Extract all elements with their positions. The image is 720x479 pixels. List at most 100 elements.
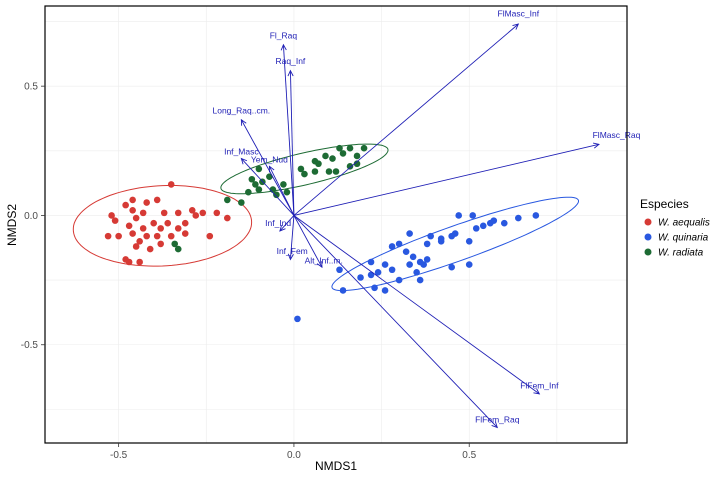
- data-point: [301, 170, 308, 178]
- data-point: [388, 266, 396, 274]
- ellipse-wquinaria: [331, 196, 579, 292]
- vector-line: [289, 215, 295, 260]
- data-point: [157, 240, 164, 248]
- y-axis-ticks: -0.5 0.0 0.5: [21, 82, 45, 351]
- data-point: [129, 230, 136, 237]
- data-point: [329, 155, 336, 162]
- data-point: [395, 276, 403, 284]
- vector-arrowhead: [316, 261, 323, 269]
- vector-line: [241, 158, 295, 216]
- data-point: [367, 271, 375, 279]
- data-point: [367, 258, 375, 266]
- vector-line: [293, 23, 519, 216]
- data-point: [143, 232, 150, 240]
- data-point: [371, 284, 378, 292]
- legend-key: [644, 233, 652, 241]
- vector-arrowhead: [280, 43, 287, 51]
- data-point: [406, 261, 413, 268]
- data-point: [122, 201, 129, 209]
- vector-label: Yem_Nud: [251, 154, 288, 164]
- vector-arrowhead: [491, 421, 498, 429]
- data-point: [125, 222, 133, 230]
- data-point: [353, 160, 361, 168]
- vector-line: [293, 215, 540, 395]
- data-point: [297, 165, 305, 173]
- data-point: [455, 212, 463, 219]
- data-point: [465, 261, 473, 268]
- data-point: [139, 225, 147, 232]
- vector-label: FlMasc_Inf: [498, 8, 540, 18]
- data-point: [224, 214, 231, 222]
- legend: Especies W. aequalis W. quinaria W. radiat…: [640, 197, 710, 259]
- data-point: [515, 214, 522, 222]
- data-point: [248, 175, 256, 183]
- data-point: [129, 206, 136, 214]
- data-point: [413, 269, 420, 276]
- data-point: [153, 196, 161, 204]
- data-point: [104, 232, 112, 240]
- vector-line: [240, 119, 295, 216]
- data-point: [490, 217, 498, 224]
- data-point: [206, 232, 214, 240]
- data-point: [153, 232, 161, 240]
- legend-key: [644, 248, 652, 256]
- data-point: [409, 253, 417, 261]
- y-axis-title: NMDS2: [5, 204, 19, 246]
- data-point: [311, 168, 319, 175]
- vector-arrowhead: [268, 165, 275, 173]
- data-point: [395, 240, 403, 248]
- data-points: [104, 144, 540, 323]
- vector-arrowhead: [512, 23, 520, 30]
- y-tick-label: 0.0: [24, 211, 38, 222]
- y-tick-label: 0.5: [24, 82, 38, 93]
- data-point: [174, 209, 182, 217]
- plot-border: [44, 5, 628, 444]
- legend-title: Especies: [640, 197, 689, 211]
- data-point: [336, 266, 343, 274]
- vector-line: [289, 70, 295, 216]
- legend-label: W. radiata: [658, 248, 704, 259]
- data-point: [245, 188, 252, 196]
- vector-label: FlFem_Raq: [475, 414, 520, 424]
- data-point: [325, 168, 333, 175]
- data-point: [423, 256, 431, 263]
- data-point: [423, 240, 431, 248]
- data-point: [181, 219, 189, 227]
- data-point: [150, 219, 157, 227]
- vector-arrowhead: [240, 118, 247, 126]
- data-point: [283, 188, 291, 196]
- legend-label: W. aequalis: [658, 218, 710, 229]
- data-point: [132, 214, 140, 222]
- y-tick-label: -0.5: [21, 340, 39, 351]
- vector-label: FlMasc_Raq: [593, 130, 641, 140]
- data-point: [374, 269, 382, 276]
- data-point: [280, 181, 287, 188]
- vector-arrowhead: [533, 388, 541, 395]
- x-tick-label: 0.5: [462, 450, 476, 461]
- vector-label: Long_Raq..cm.: [213, 105, 271, 115]
- data-point: [129, 196, 136, 204]
- data-point: [115, 232, 122, 240]
- vector-line: [293, 215, 498, 428]
- data-point: [164, 219, 172, 227]
- vector-label: Inf_Fem: [277, 246, 308, 256]
- data-point: [139, 209, 147, 217]
- data-point: [157, 225, 164, 232]
- data-point: [213, 209, 221, 217]
- data-point: [167, 232, 175, 240]
- data-point: [136, 238, 143, 245]
- data-point: [238, 199, 245, 206]
- data-point: [315, 160, 322, 168]
- data-point: [420, 261, 427, 268]
- data-point: [143, 199, 150, 206]
- vector-line: [282, 44, 295, 216]
- x-tick-label: 0.0: [287, 450, 301, 461]
- data-point: [451, 230, 459, 237]
- data-point: [122, 256, 129, 263]
- data-point: [188, 206, 196, 214]
- vector-label: Inf_Masc: [224, 147, 259, 157]
- data-point: [532, 212, 540, 219]
- vector-label: Inf_Ind: [265, 218, 291, 228]
- vector-label: Fl_Raq: [270, 30, 298, 40]
- vector-line: [293, 143, 600, 216]
